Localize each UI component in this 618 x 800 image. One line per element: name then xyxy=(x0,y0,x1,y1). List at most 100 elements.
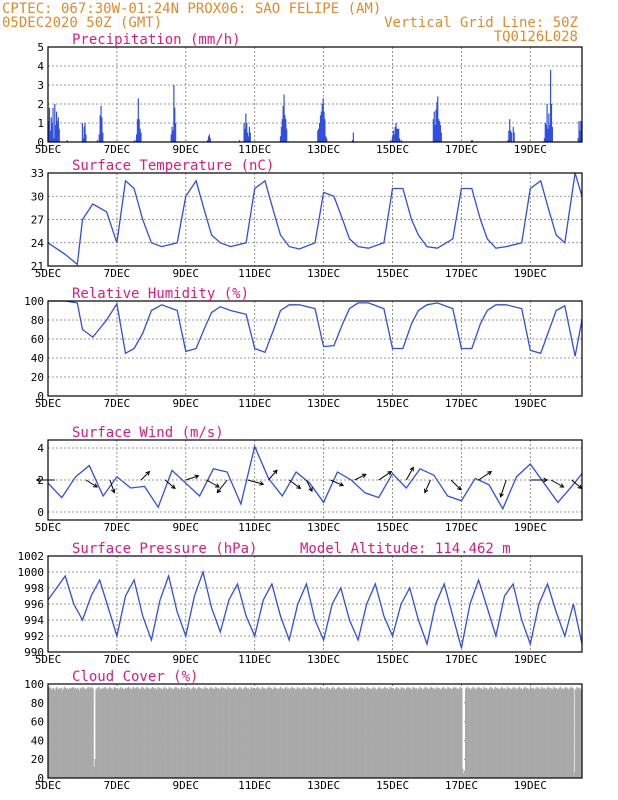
cloud-cover-bar xyxy=(568,688,571,778)
pressure-line xyxy=(47,569,583,649)
cloud-cover-bar xyxy=(395,687,397,778)
cloud-cover-bar xyxy=(237,688,239,778)
precipitation-bar xyxy=(285,119,287,142)
precipitation-xtick: 19DEC xyxy=(514,143,547,156)
cloud-cover-xtick: 15DEC xyxy=(376,779,409,792)
cloud-cover-bar xyxy=(542,688,545,778)
cloud-cover-bar xyxy=(303,686,305,778)
cloud-cover-bar xyxy=(100,688,103,778)
cloud-cover-bar xyxy=(278,688,280,778)
cloud-cover-bar xyxy=(92,688,94,778)
cloud-cover-bar xyxy=(140,687,143,778)
cloud-cover-bar xyxy=(281,688,283,778)
precipitation-bar xyxy=(207,140,209,142)
cloud-cover-bar xyxy=(48,687,50,778)
wind-frame xyxy=(47,439,583,521)
temperature-ytick: 30 xyxy=(31,190,44,203)
cloud-cover-bar xyxy=(569,687,572,778)
wind-vector-head xyxy=(499,492,504,498)
cloud-cover-bar xyxy=(178,687,180,778)
cloud-cover-bar xyxy=(62,688,65,778)
cloud-cover-xtick: 5DEC xyxy=(35,779,62,792)
cloud-cover-bar xyxy=(162,688,164,778)
cloud-cover-bar xyxy=(63,686,66,778)
cloud-cover-bar xyxy=(280,686,282,778)
cloud-cover-bar xyxy=(297,687,300,778)
cloud-cover-bar xyxy=(506,686,509,778)
cloud-cover-bar xyxy=(570,686,573,778)
precipitation-bar xyxy=(323,111,325,142)
cloud-cover-bar xyxy=(460,687,462,778)
cloud-cover-bar xyxy=(359,688,361,778)
cloud-cover-bar xyxy=(373,688,376,778)
cloud-cover-bar xyxy=(453,686,456,778)
cloud-cover-bar xyxy=(428,688,430,778)
header-grid-line: Vertical Grid Line: 50Z xyxy=(384,15,578,31)
wind-vector xyxy=(378,471,392,481)
pressure-xtick: 19DEC xyxy=(514,653,547,666)
cloud-cover-bar xyxy=(87,686,90,778)
cloud-cover-bar xyxy=(375,689,378,778)
precipitation-bar xyxy=(510,130,512,142)
cloud-cover-bar xyxy=(411,689,413,778)
cloud-cover-bar xyxy=(483,686,485,778)
wind-vector xyxy=(268,469,278,481)
cloud-cover-bar xyxy=(542,687,544,778)
precipitation-bar xyxy=(99,115,101,142)
cloud-cover-bar xyxy=(187,686,189,778)
cloud-cover-bar xyxy=(282,689,285,778)
cloud-cover-bar xyxy=(291,686,293,778)
wind-xtick: 19DEC xyxy=(514,521,547,534)
precipitation-bar xyxy=(397,128,399,142)
precipitation-bar xyxy=(284,115,286,142)
cloud-cover-bar xyxy=(137,688,139,778)
precipitation-bar xyxy=(81,123,83,142)
cloud-cover-bar xyxy=(174,687,176,778)
precipitation-bar xyxy=(470,140,473,142)
wind-line xyxy=(47,444,583,511)
cloud-cover-bar xyxy=(302,687,304,778)
precipitation-bar xyxy=(318,128,320,142)
precipitation-ytick: 3 xyxy=(37,79,44,92)
cloud-cover-bar xyxy=(532,687,535,778)
cloud-cover-bar xyxy=(91,687,93,778)
cloud-cover-bar xyxy=(568,689,570,778)
temperature-xtick: 9DEC xyxy=(173,267,200,280)
cloud-cover-bar xyxy=(65,688,67,778)
cloud-cover-bar xyxy=(252,688,254,778)
cloud-cover-bar xyxy=(393,689,395,778)
cloud-cover-bar xyxy=(425,688,428,778)
cloud-cover-bar xyxy=(564,687,566,778)
cloud-cover-bar xyxy=(365,688,367,778)
wind-vector xyxy=(206,479,220,488)
cloud-cover-bar xyxy=(168,686,170,778)
cloud-cover-bar xyxy=(507,687,509,778)
cloud-cover-bar xyxy=(475,689,477,778)
cloud-cover-bar xyxy=(392,687,394,778)
cloud-cover-bar xyxy=(102,688,105,778)
cloud-cover-bar xyxy=(234,688,236,778)
cloud-cover-bar xyxy=(196,688,198,778)
cloud-cover-bar xyxy=(340,687,342,778)
cloud-cover-bar xyxy=(451,688,454,778)
cloud-cover-bar xyxy=(178,689,181,778)
precipitation-bar xyxy=(173,85,175,142)
cloud-cover-ytick: 80 xyxy=(31,697,44,710)
precipitation-bar xyxy=(578,121,580,142)
cloud-cover-bar xyxy=(515,687,517,778)
cloud-cover-bar xyxy=(212,687,214,778)
temperature-panel: 21 24 27 30 33 5DEC 7DEC 9DEC 11DEC 13DEC 15DEC 17D… xyxy=(31,158,583,280)
cloud-cover-bar xyxy=(218,689,221,778)
cloud-cover-xtick: 19DEC xyxy=(514,779,547,792)
cloud-cover-bar xyxy=(215,686,217,778)
wind-ytick: 0 xyxy=(37,506,44,519)
cloud-cover-bar xyxy=(425,686,427,778)
cloud-cover-bar xyxy=(204,686,206,778)
cloud-cover-bar xyxy=(284,687,287,778)
precipitation-ytick: 1 xyxy=(37,117,44,130)
cloud-cover-bar xyxy=(311,689,313,778)
precipitation-bar xyxy=(174,107,176,142)
cloud-cover-bar xyxy=(539,689,541,778)
cloud-cover-bar xyxy=(399,689,401,778)
cloud-cover-bar xyxy=(555,687,558,778)
